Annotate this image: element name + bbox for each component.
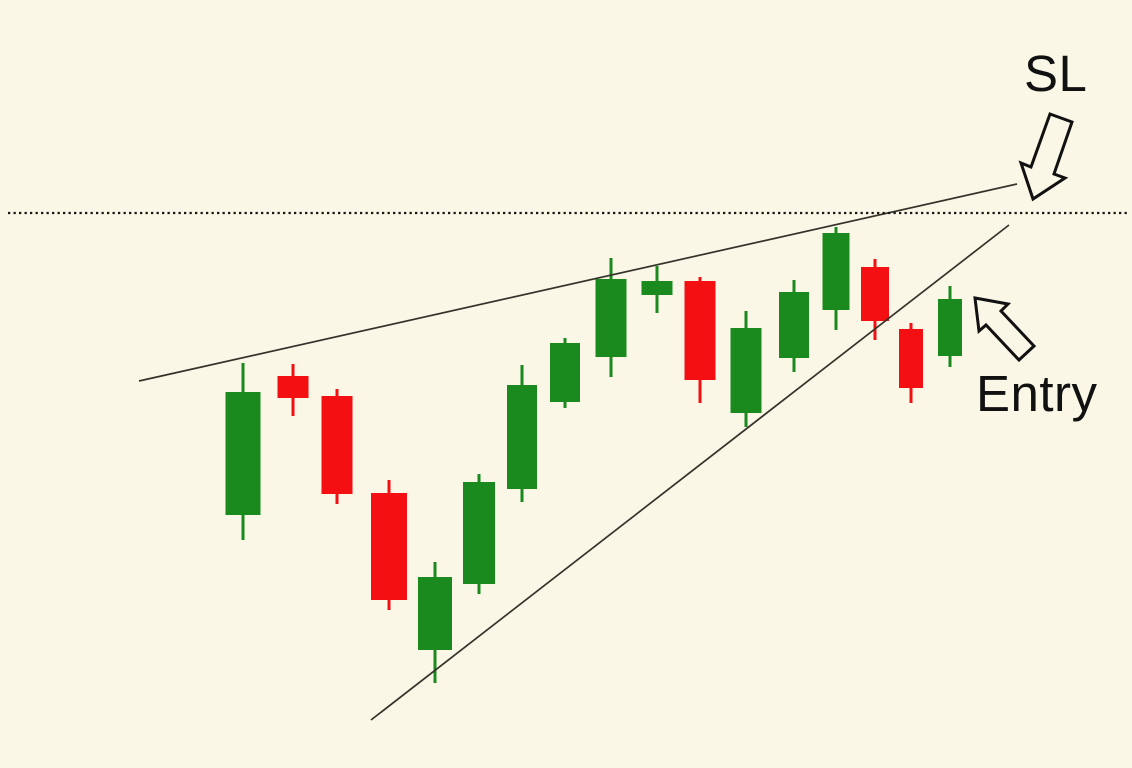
stop-loss-label: SL	[1024, 45, 1088, 102]
candle-body-down	[684, 281, 716, 380]
sl-arrow-icon	[1018, 112, 1074, 202]
candle-body-down	[277, 376, 309, 398]
candle-body-down	[371, 493, 407, 600]
lower-trendline	[370, 224, 1010, 721]
candle-body-up	[550, 343, 580, 402]
candle-body-down	[899, 329, 923, 388]
candle-body-down	[321, 396, 353, 494]
candle-body-up	[779, 292, 809, 358]
candle-body-up	[463, 482, 495, 584]
candle-body-up	[730, 328, 762, 413]
candle-body-up	[938, 299, 962, 356]
candle-body-up	[507, 385, 537, 489]
entry-label: Entry	[976, 365, 1098, 422]
candle-body-up	[641, 281, 673, 295]
candle-body-up	[595, 279, 627, 357]
candle-body-up	[225, 392, 261, 515]
entry-arrow-icon	[973, 296, 1037, 363]
upper-trendline	[138, 183, 1018, 382]
candle-body-up	[822, 233, 850, 310]
candle-body-down	[861, 267, 889, 321]
candle-body-up	[418, 577, 452, 650]
